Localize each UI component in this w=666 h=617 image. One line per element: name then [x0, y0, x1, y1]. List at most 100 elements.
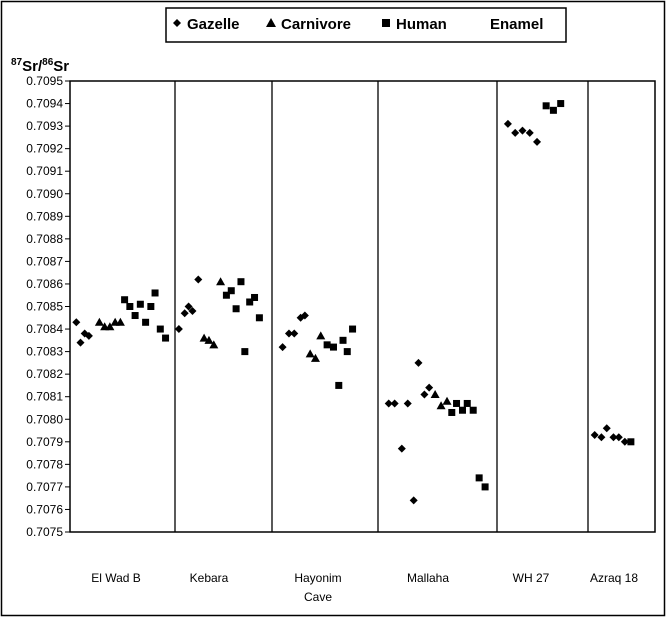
y-tick-label: 0.7095 — [26, 74, 63, 88]
gazelle-point — [278, 343, 287, 352]
site-label: Mallaha — [407, 571, 449, 585]
human-point — [463, 399, 471, 407]
gazelle-point — [84, 331, 93, 340]
gazelle-point — [590, 431, 599, 440]
site-label: El Wad B — [91, 571, 141, 585]
legend-box — [165, 7, 567, 43]
carnivore-point — [115, 317, 125, 326]
carnivore-point — [430, 389, 440, 398]
human-point — [255, 314, 263, 322]
y-tick-label: 0.7088 — [26, 232, 63, 246]
y-tick-label: 0.7085 — [26, 300, 63, 314]
human-point — [343, 348, 351, 356]
gazelle-point — [300, 311, 309, 320]
carnivore-point — [442, 396, 452, 405]
y-tick-label: 0.7092 — [26, 142, 63, 156]
gazelle-point — [397, 444, 406, 453]
human-point — [329, 343, 337, 351]
site-labels: El Wad B Kebara Hayonim Cave Mallaha WH 27 Azr… — [91, 571, 638, 604]
gazelle-point — [533, 137, 542, 146]
human-point — [458, 406, 466, 414]
carnivore-point — [105, 322, 115, 331]
carnivore-point — [316, 331, 326, 340]
human-point — [232, 305, 240, 313]
y-tick-label: 0.7080 — [26, 412, 63, 426]
human-point — [349, 325, 357, 333]
human-point — [126, 303, 134, 310]
site-label-line2: Cave — [304, 590, 332, 604]
carnivore-point — [436, 401, 446, 410]
human-point — [131, 312, 139, 320]
human-point — [335, 381, 343, 389]
gazelle-point — [76, 338, 85, 347]
gazelle-point — [409, 496, 418, 505]
y-tick-label: 0.7089 — [26, 209, 63, 223]
human-point — [475, 474, 483, 482]
gazelle-point — [290, 329, 299, 338]
human-point — [147, 303, 155, 310]
human-point — [453, 399, 461, 407]
gazelle-point — [390, 399, 399, 408]
gazelle-point — [503, 119, 512, 128]
gazelle-point — [403, 399, 412, 408]
y-tick-label: 0.7083 — [26, 345, 63, 359]
gazelle-point — [414, 358, 423, 367]
human-point — [241, 348, 249, 356]
gazelle-point — [420, 390, 429, 399]
legend-gazelle-label: Gazelle — [187, 16, 240, 33]
y-tick-label: 0.7075 — [26, 525, 63, 539]
y-tick-label: 0.7093 — [26, 119, 63, 133]
human-point — [246, 298, 254, 306]
legend: Gazelle Carnivore Human Enamel — [165, 7, 567, 43]
carnivore-point — [199, 333, 209, 342]
carnivore-point — [305, 349, 315, 358]
human-point — [237, 278, 245, 286]
human-point — [448, 408, 456, 416]
gazelle-point — [602, 424, 611, 433]
site-label: Azraq 18 — [590, 571, 638, 585]
y-tick-label: 0.7081 — [26, 390, 63, 404]
gazelle-point — [194, 275, 203, 284]
gazelle-point — [188, 307, 197, 316]
gazelle-point — [425, 383, 434, 392]
legend-gazelle-marker — [173, 19, 181, 27]
y-tick-label: 0.7094 — [26, 97, 63, 111]
gazelle-point — [72, 318, 81, 327]
y-axis-label: 87Sr/86Sr — [11, 57, 69, 75]
y-tick-label: 0.7079 — [26, 435, 63, 449]
carnivore-point — [216, 277, 226, 286]
human-point — [557, 100, 565, 108]
y-tick-label: 0.7091 — [26, 164, 63, 178]
legend-human-label: Human — [396, 16, 447, 33]
data-points — [72, 100, 635, 505]
human-point — [142, 318, 150, 326]
legend-carnivore-marker — [266, 18, 276, 27]
human-point — [156, 325, 164, 333]
human-point — [542, 102, 550, 110]
legend-human-marker — [382, 19, 390, 27]
gazelle-point — [180, 309, 189, 318]
site-label: Hayonim — [294, 571, 341, 585]
gazelle-point — [597, 433, 606, 442]
site-label: WH 27 — [513, 571, 550, 585]
y-tick-label: 0.7087 — [26, 254, 63, 268]
human-point — [469, 406, 477, 414]
carnivore-point — [209, 340, 219, 349]
human-point — [136, 300, 144, 308]
human-point — [251, 293, 259, 301]
gazelle-point — [609, 433, 618, 442]
y-tick-label: 0.7086 — [26, 277, 63, 291]
carnivore-point — [94, 317, 104, 326]
site-label: Kebara — [190, 571, 229, 585]
human-point — [323, 341, 331, 349]
gazelle-point — [614, 433, 623, 442]
human-point — [549, 106, 557, 114]
y-tick-label: 0.7077 — [26, 480, 63, 494]
legend-enamel-label: Enamel — [490, 16, 543, 33]
gazelle-point — [511, 128, 520, 137]
human-point — [162, 334, 170, 342]
gazelle-point — [620, 437, 629, 446]
legend-carnivore-label: Carnivore — [281, 16, 351, 33]
gazelle-point — [518, 126, 527, 135]
